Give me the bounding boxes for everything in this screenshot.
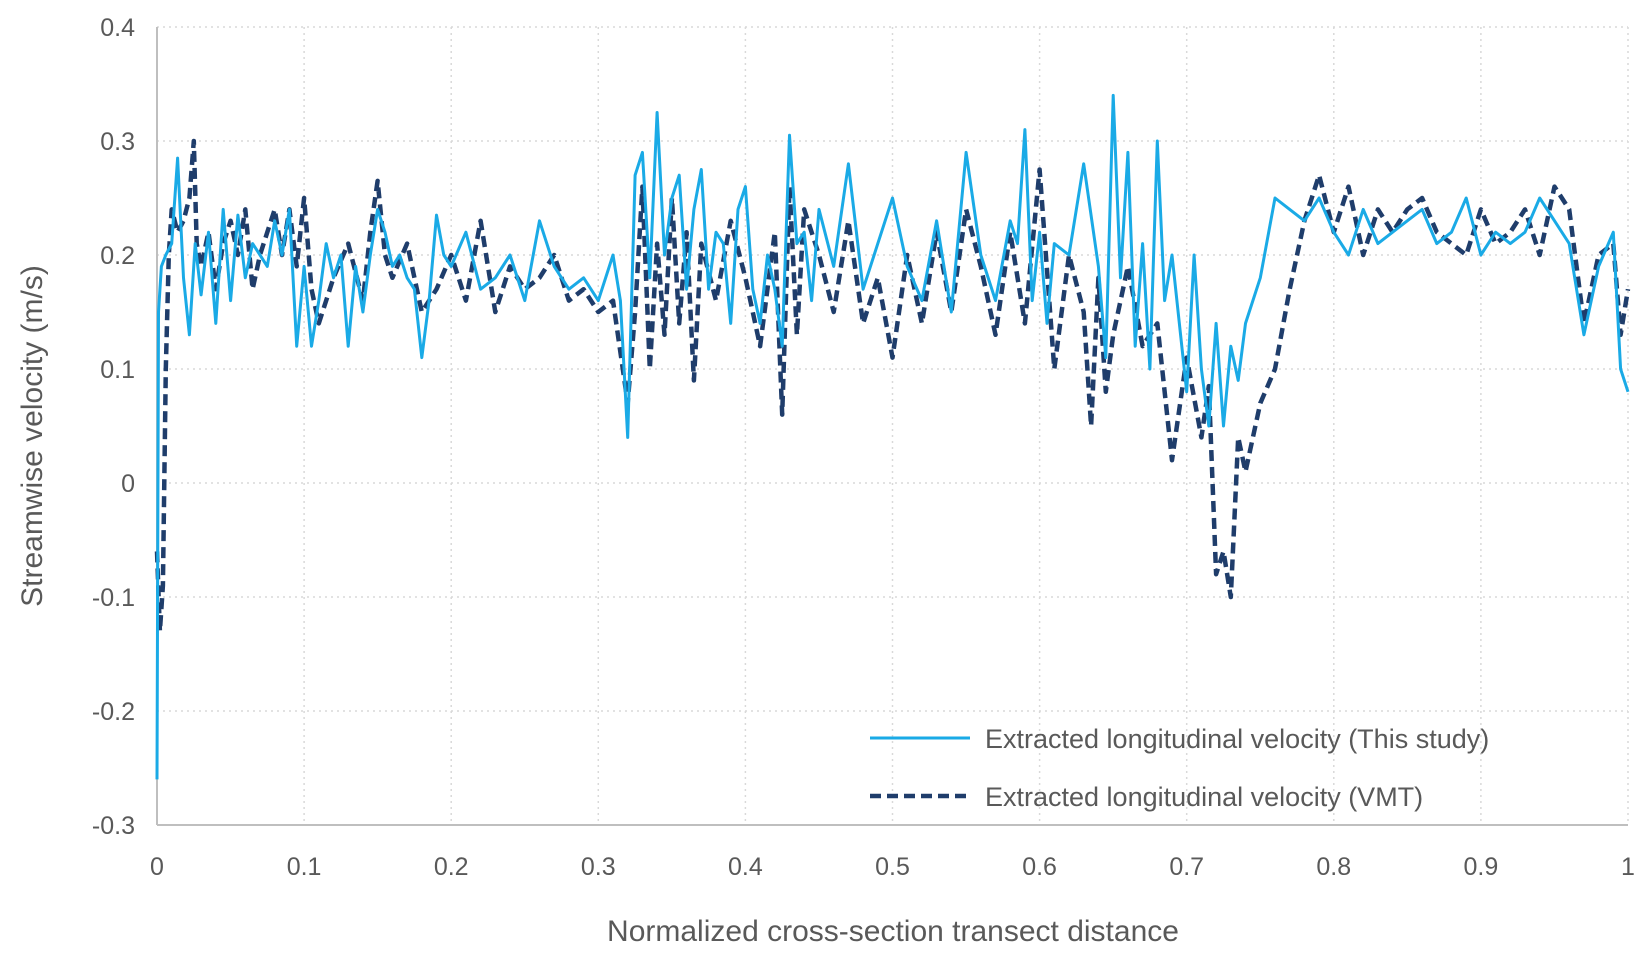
y-tick-label: 0.4 — [100, 14, 135, 42]
legend-label-this-study: Extracted longitudinal velocity (This st… — [985, 724, 1489, 754]
x-tick-label: 0.6 — [1022, 853, 1057, 881]
x-axis-title: Normalized cross-section transect distan… — [607, 915, 1179, 948]
x-tick-label: 0.4 — [728, 853, 763, 881]
x-tick-label: 0 — [150, 853, 164, 881]
y-tick-label: 0.1 — [100, 356, 135, 384]
x-tick-label: 0.3 — [581, 853, 616, 881]
series-layer — [154, 93, 1631, 780]
legend-label-vmt: Extracted longitudinal velocity (VMT) — [985, 782, 1423, 812]
series-line-this-study — [155, 93, 1630, 780]
x-tick-label: 0.5 — [875, 853, 910, 881]
y-tick-label: 0.3 — [100, 128, 135, 156]
gridlines — [157, 26, 1629, 825]
y-tick-label: -0.1 — [92, 584, 135, 612]
y-tick-label: 0.2 — [100, 242, 135, 270]
x-tick-label: 0.8 — [1316, 853, 1351, 881]
y-tick-label: -0.3 — [92, 812, 135, 840]
x-tick-label: 0.9 — [1464, 853, 1499, 881]
y-tick-label: -0.2 — [92, 698, 135, 726]
y-tick-label: 0 — [121, 470, 135, 498]
x-tick-label: 0.2 — [434, 853, 469, 881]
legend: Extracted longitudinal velocity (This st… — [870, 724, 1489, 812]
x-tick-label: 0.7 — [1169, 853, 1204, 881]
tick-labels: -0.3 -0.2 -0.1 0 0.1 0.2 0.3 0.4 0 0.1 0.2 0.3 0.4 0.… — [92, 14, 1635, 881]
x-tick-label: 0.1 — [287, 853, 322, 881]
x-tick-label: 1 — [1621, 853, 1635, 881]
y-axis-title: Streamwise velocity (m/s) — [16, 265, 49, 607]
